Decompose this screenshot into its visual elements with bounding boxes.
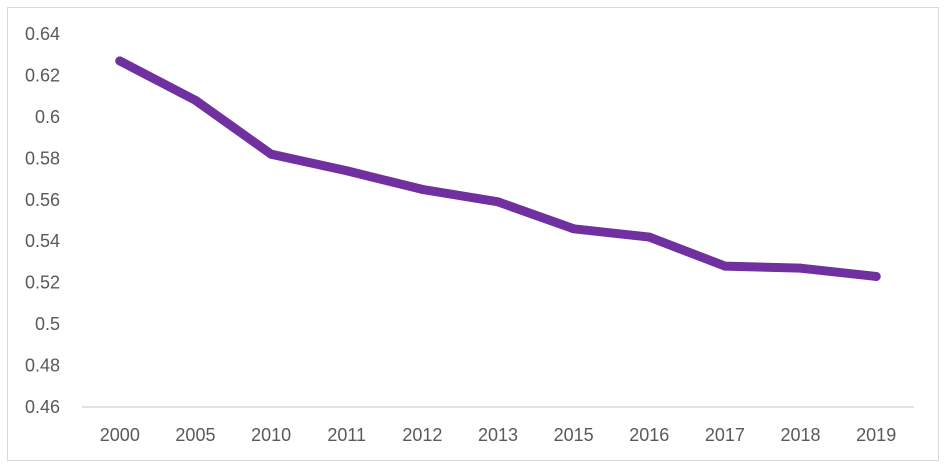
y-tick-label: 0.5 [35,314,60,334]
series-group [115,56,881,281]
x-tick-label: 2011 [327,425,366,445]
data-point [796,263,806,273]
y-axis-labels: 0.64 0.62 0.6 0.58 0.56 0.54 0.52 0.5 0.48 0.46 [25,24,60,417]
data-point [190,95,200,105]
x-tick-label: 2019 [856,425,896,445]
data-point [417,184,427,194]
data-point [342,166,352,176]
y-tick-label: 0.46 [25,397,60,417]
data-point [493,197,503,207]
data-point [266,149,276,159]
y-tick-label: 0.52 [25,273,60,293]
x-tick-label: 2005 [175,425,215,445]
y-tick-label: 0.58 [25,148,60,168]
y-tick-label: 0.6 [35,107,60,127]
x-axis-labels: 2000 2005 2010 2011 2012 2013 2015 2016 2017 2018… [100,425,896,445]
data-point [644,232,654,242]
x-tick-label: 2018 [781,425,821,445]
y-tick-label: 0.56 [25,190,60,210]
x-tick-label: 2010 [251,425,291,445]
x-tick-label: 2000 [100,425,140,445]
y-tick-label: 0.62 [25,65,60,85]
data-point [871,271,881,281]
y-tick-label: 0.54 [25,231,60,251]
x-tick-label: 2016 [629,425,669,445]
y-tick-label: 0.48 [25,356,60,376]
y-tick-label: 0.64 [25,24,60,44]
x-tick-label: 2013 [478,425,518,445]
x-tick-label: 2017 [705,425,745,445]
x-tick-label: 2012 [402,425,442,445]
x-tick-label: 2015 [554,425,594,445]
data-point [115,56,125,66]
series-line [115,56,881,281]
data-point [720,261,730,271]
data-point [569,224,579,234]
